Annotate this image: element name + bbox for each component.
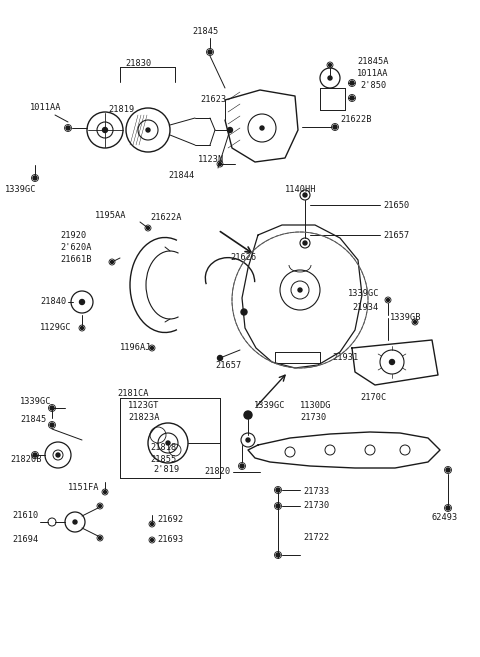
Text: 1339GC: 1339GC: [20, 397, 51, 407]
Text: 21692: 21692: [157, 516, 183, 524]
Circle shape: [386, 298, 389, 302]
Circle shape: [240, 464, 244, 468]
Text: 2170C: 2170C: [360, 394, 386, 403]
Text: 1195AA: 1195AA: [95, 210, 127, 219]
Text: 1339GC: 1339GC: [5, 185, 36, 194]
Text: 1123GT: 1123GT: [128, 401, 159, 411]
Text: 1339GC: 1339GC: [348, 288, 380, 298]
Text: 21820B: 21820B: [10, 455, 41, 464]
Text: 21823A: 21823A: [128, 413, 159, 422]
Text: 21845: 21845: [20, 415, 46, 424]
Circle shape: [389, 359, 395, 365]
Text: 21733: 21733: [303, 487, 329, 497]
Text: 21661B: 21661B: [60, 254, 92, 263]
Text: 1130DG: 1130DG: [300, 401, 332, 409]
Text: 2'850: 2'850: [360, 81, 386, 91]
Text: 2181CA: 2181CA: [117, 388, 148, 397]
Circle shape: [303, 241, 307, 245]
Circle shape: [276, 488, 280, 492]
Text: 2'620A: 2'620A: [60, 242, 92, 252]
Text: 21830: 21830: [125, 58, 151, 68]
Circle shape: [413, 321, 417, 323]
Circle shape: [446, 468, 450, 472]
Text: 21657: 21657: [383, 231, 409, 240]
Text: 21818: 21818: [150, 443, 176, 451]
Circle shape: [151, 346, 154, 350]
Text: 1196AJ: 1196AJ: [120, 344, 152, 353]
Circle shape: [110, 260, 113, 263]
Circle shape: [66, 126, 70, 130]
Circle shape: [98, 505, 101, 507]
Text: 21693: 21693: [157, 535, 183, 545]
Circle shape: [98, 537, 101, 539]
Text: 21845A: 21845A: [357, 58, 388, 66]
Text: 21920: 21920: [60, 231, 86, 240]
Circle shape: [276, 553, 280, 557]
Circle shape: [241, 309, 247, 315]
Text: 21730: 21730: [300, 413, 326, 422]
Circle shape: [151, 539, 154, 541]
Circle shape: [228, 127, 232, 133]
Circle shape: [81, 327, 84, 330]
Circle shape: [33, 176, 37, 180]
Circle shape: [218, 162, 221, 166]
Text: 21845: 21845: [192, 28, 218, 37]
Text: 21622B: 21622B: [340, 116, 372, 124]
Text: 1129GC: 1129GC: [40, 323, 72, 332]
Text: 21610: 21610: [12, 512, 38, 520]
Circle shape: [104, 491, 107, 493]
Text: 21934: 21934: [352, 304, 378, 313]
Circle shape: [260, 126, 264, 130]
Text: 1011AA: 1011AA: [357, 70, 388, 78]
Circle shape: [298, 288, 302, 292]
Circle shape: [328, 64, 332, 66]
Text: 21820: 21820: [204, 468, 230, 476]
Circle shape: [217, 355, 223, 361]
Circle shape: [303, 193, 307, 197]
Text: 21650: 21650: [383, 200, 409, 210]
Circle shape: [166, 441, 170, 445]
Text: 2'819: 2'819: [153, 466, 179, 474]
Circle shape: [350, 96, 354, 100]
Circle shape: [50, 406, 54, 410]
Text: 1339GC: 1339GC: [254, 401, 286, 409]
Text: 1151FA: 1151FA: [68, 484, 99, 493]
Text: 21819: 21819: [108, 104, 134, 114]
Text: 21622A: 21622A: [150, 214, 181, 223]
Circle shape: [333, 125, 337, 129]
Circle shape: [80, 300, 84, 304]
Text: 1123N: 1123N: [198, 156, 224, 164]
Text: 1011AA: 1011AA: [30, 104, 61, 112]
Text: 21931: 21931: [332, 353, 358, 363]
Text: 21623: 21623: [200, 95, 226, 104]
Text: 1140HH: 1140HH: [285, 185, 316, 194]
Text: 21730: 21730: [303, 501, 329, 510]
Circle shape: [146, 128, 150, 132]
Circle shape: [146, 227, 149, 229]
Circle shape: [50, 423, 54, 427]
Circle shape: [73, 520, 77, 524]
Circle shape: [244, 411, 252, 419]
Text: 21657: 21657: [215, 361, 241, 369]
Text: 21722: 21722: [303, 533, 329, 543]
Circle shape: [350, 81, 354, 85]
Circle shape: [33, 453, 37, 457]
Circle shape: [56, 453, 60, 457]
Circle shape: [103, 127, 108, 133]
Text: 21840: 21840: [40, 298, 66, 307]
Text: 21626: 21626: [230, 254, 256, 263]
Text: 62493: 62493: [432, 514, 458, 522]
Circle shape: [151, 522, 154, 526]
Circle shape: [328, 76, 332, 80]
Text: 21844: 21844: [168, 171, 194, 179]
Circle shape: [276, 504, 280, 508]
Circle shape: [208, 50, 212, 54]
Circle shape: [246, 438, 250, 442]
Text: 21855: 21855: [150, 455, 176, 463]
Text: 21694: 21694: [12, 535, 38, 545]
Circle shape: [446, 506, 450, 510]
Text: 1339GB: 1339GB: [390, 313, 421, 323]
